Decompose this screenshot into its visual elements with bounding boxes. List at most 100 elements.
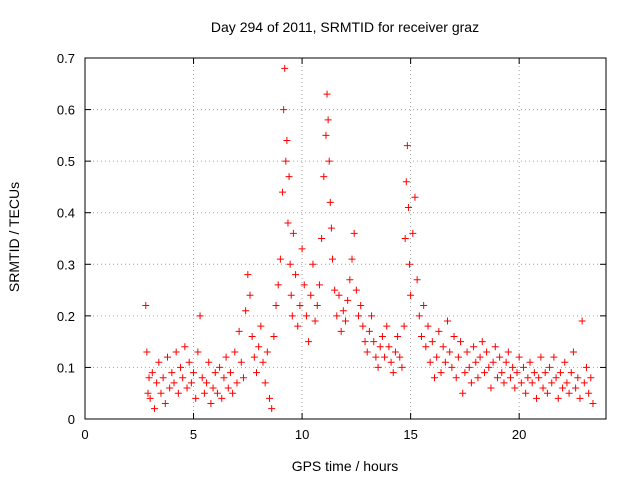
x-tick-label: 5 xyxy=(190,427,197,442)
data-point xyxy=(407,291,415,299)
data-point xyxy=(361,338,369,346)
data-point xyxy=(374,363,382,371)
data-point xyxy=(242,307,250,315)
data-point xyxy=(404,204,412,212)
data-point xyxy=(187,379,195,387)
data-point xyxy=(576,394,584,402)
data-point xyxy=(324,116,332,124)
data-point xyxy=(398,363,406,371)
data-point xyxy=(255,343,263,351)
data-point xyxy=(257,322,265,330)
data-point xyxy=(222,353,230,361)
data-point xyxy=(509,363,517,371)
data-point xyxy=(415,312,423,320)
data-point xyxy=(389,369,397,377)
data-point xyxy=(281,64,289,72)
data-point xyxy=(420,302,428,310)
data-point xyxy=(435,327,443,335)
data-point xyxy=(339,307,347,315)
data-point xyxy=(305,338,313,346)
y-tick-label: 0.6 xyxy=(57,103,75,118)
data-point xyxy=(368,312,376,320)
y-axis-label: SRMTID / TECUs xyxy=(6,182,22,292)
data-point xyxy=(331,286,339,294)
x-tick-label: 20 xyxy=(512,427,526,442)
data-point xyxy=(426,358,434,366)
data-point xyxy=(350,229,358,237)
data-point xyxy=(157,389,165,397)
data-point xyxy=(348,255,356,263)
data-point xyxy=(280,106,288,114)
data-point xyxy=(511,384,519,392)
data-point xyxy=(287,291,295,299)
x-axis-label: GPS time / hours xyxy=(292,458,399,474)
data-point xyxy=(239,374,247,382)
data-point xyxy=(335,291,343,299)
data-point xyxy=(231,348,239,356)
data-point xyxy=(554,394,562,402)
data-point xyxy=(413,276,421,284)
data-point xyxy=(309,260,317,268)
data-point xyxy=(491,343,499,351)
data-point xyxy=(270,332,278,340)
data-point xyxy=(548,379,556,387)
data-point xyxy=(587,374,595,382)
data-point xyxy=(550,353,558,361)
x-tick-label: 0 xyxy=(81,427,88,442)
data-point xyxy=(190,369,198,377)
data-point xyxy=(422,343,430,351)
data-point xyxy=(537,353,545,361)
data-point xyxy=(546,363,554,371)
data-point xyxy=(325,157,333,165)
data-point xyxy=(216,363,224,371)
data-point xyxy=(224,384,232,392)
data-point xyxy=(498,369,506,377)
data-point xyxy=(476,353,484,361)
data-point xyxy=(446,348,454,356)
data-point xyxy=(483,348,491,356)
data-point xyxy=(520,363,528,371)
data-point xyxy=(450,332,458,340)
data-point xyxy=(496,353,504,361)
data-point xyxy=(322,131,330,139)
data-point xyxy=(580,379,588,387)
data-point xyxy=(387,358,395,366)
data-point xyxy=(394,332,402,340)
data-point xyxy=(272,302,280,310)
data-point xyxy=(465,363,473,371)
data-point xyxy=(569,348,577,356)
data-point xyxy=(370,338,378,346)
data-point xyxy=(183,384,191,392)
data-point xyxy=(402,178,410,186)
data-point xyxy=(288,312,296,320)
data-point xyxy=(205,358,213,366)
data-point xyxy=(437,369,445,377)
chart-title: Day 294 of 2011, SRMTID for receiver gra… xyxy=(211,19,479,35)
data-point xyxy=(155,358,163,366)
data-point xyxy=(463,348,471,356)
data-point xyxy=(286,260,294,268)
data-point xyxy=(454,353,462,361)
data-point xyxy=(585,389,593,397)
data-point xyxy=(474,374,482,382)
data-point xyxy=(237,358,245,366)
data-point xyxy=(561,358,569,366)
data-point xyxy=(196,312,204,320)
data-point xyxy=(298,245,306,253)
data-point xyxy=(246,291,254,299)
data-point xyxy=(533,394,541,402)
data-point xyxy=(144,389,152,397)
data-point xyxy=(283,137,291,145)
y-tick-label: 0.7 xyxy=(57,51,75,66)
data-point xyxy=(589,400,597,408)
data-point xyxy=(409,229,417,237)
data-point xyxy=(515,353,523,361)
data-point xyxy=(311,317,319,325)
data-point xyxy=(376,343,384,351)
data-point xyxy=(166,384,174,392)
data-points xyxy=(142,64,597,413)
data-point xyxy=(209,384,217,392)
data-point xyxy=(372,353,380,361)
data-point xyxy=(448,363,456,371)
data-point xyxy=(441,358,449,366)
